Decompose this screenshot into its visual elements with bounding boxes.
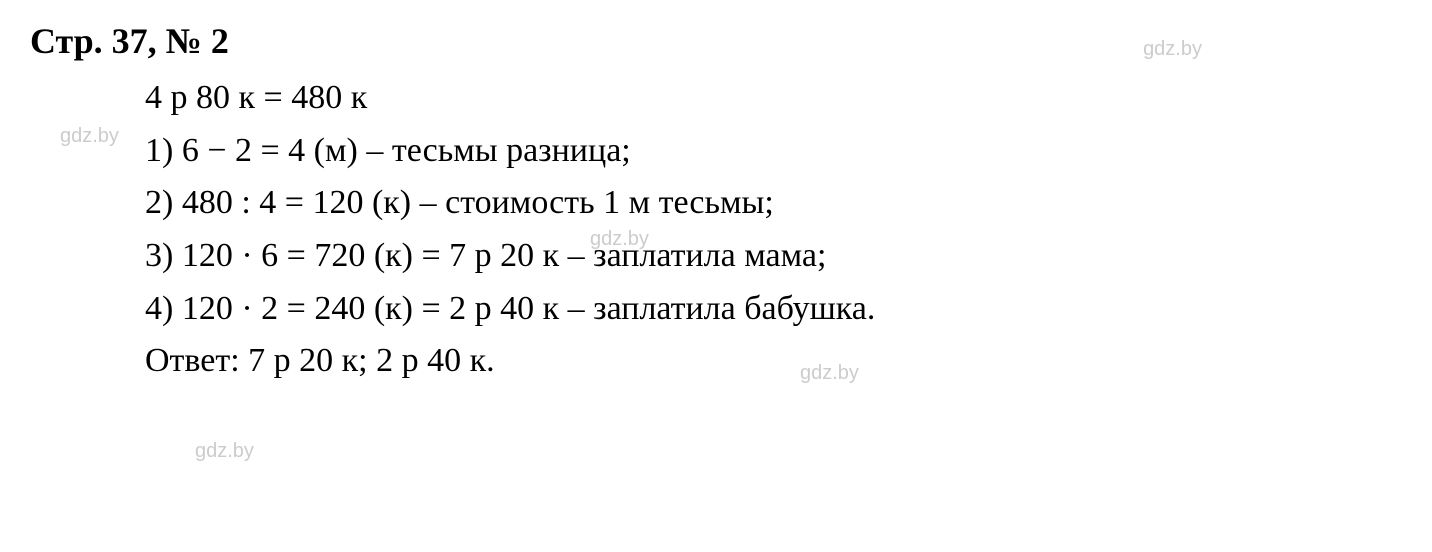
conversion-line: 4 р 80 к = 480 к bbox=[145, 72, 1402, 125]
page-heading: Стр. 37, № 2 bbox=[30, 20, 1402, 62]
step-1: 1) 6 − 2 = 4 (м) – тесьмы разница; bbox=[145, 125, 1402, 178]
step-3: 3) 120 · 6 = 720 (к) = 7 р 20 к – заплат… bbox=[145, 230, 1402, 283]
watermark: gdz.by bbox=[195, 440, 254, 463]
step-2: 2) 480 : 4 = 120 (к) – стоимость 1 м тес… bbox=[145, 177, 1402, 230]
answer-line: Ответ: 7 р 20 к; 2 р 40 к. bbox=[145, 335, 1402, 388]
step-4: 4) 120 · 2 = 240 (к) = 2 р 40 к – заплат… bbox=[145, 283, 1402, 336]
solution-content: 4 р 80 к = 480 к 1) 6 − 2 = 4 (м) – тесь… bbox=[30, 72, 1402, 388]
